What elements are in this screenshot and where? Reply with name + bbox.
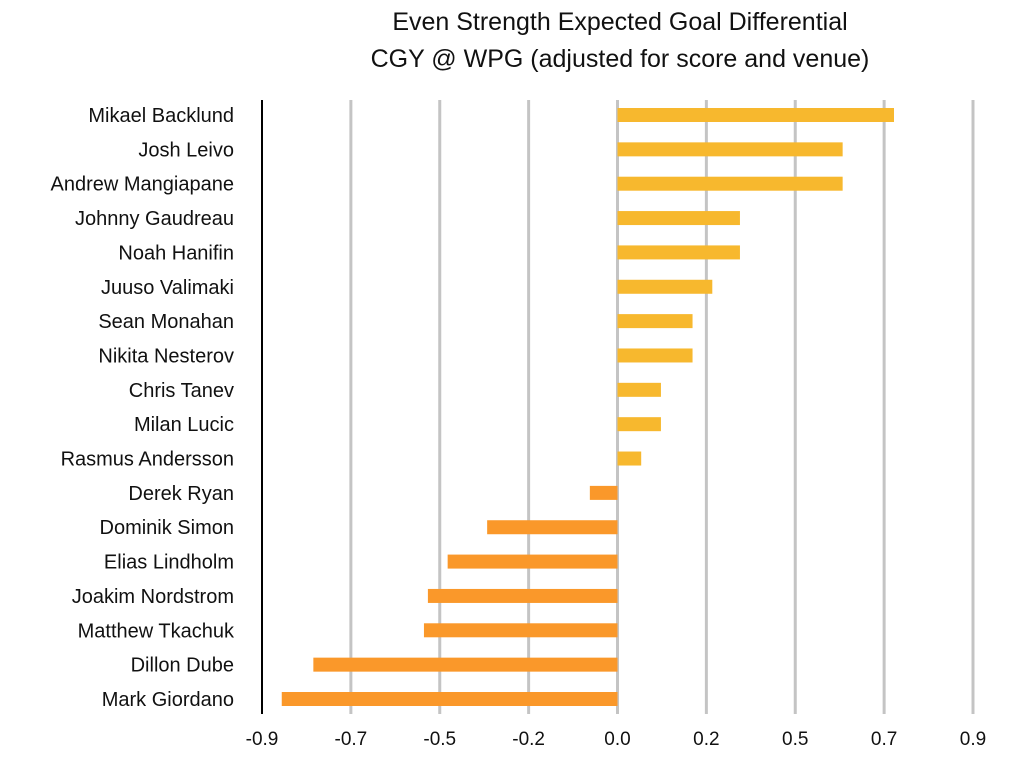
bar	[617, 176, 843, 191]
x-tick-label: -0.9	[246, 729, 279, 750]
category-label: Sean Monahan	[98, 311, 234, 333]
bar	[589, 485, 618, 500]
category-label: Elias Lindholm	[104, 552, 234, 574]
category-label: Matthew Tkachuk	[78, 620, 235, 642]
bar	[617, 108, 894, 122]
category-label: Mikael Backlund	[88, 105, 234, 127]
category-label: Dillon Dube	[131, 655, 234, 677]
bar	[617, 211, 740, 226]
bar	[617, 451, 642, 466]
bar	[617, 142, 843, 157]
bar	[447, 554, 618, 569]
bar	[617, 314, 693, 329]
x-tick-labels: -0.9 -0.7 -0.5 -0.2 0.0 0.2 0.5 0.7 0.9	[246, 729, 987, 750]
bar	[487, 520, 618, 535]
category-label: Milan Lucic	[134, 414, 234, 436]
bar	[617, 417, 661, 432]
gridlines	[349, 100, 975, 714]
category-label: Andrew Mangiapane	[51, 174, 234, 196]
bar	[313, 657, 618, 672]
category-label: Mark Giordano	[102, 689, 234, 711]
bar	[617, 279, 713, 294]
chart-subtitle: CGY @ WPG (adjusted for score and venue)	[371, 45, 870, 73]
x-tick-label: 0.2	[693, 729, 719, 750]
category-label: Josh Leivo	[138, 139, 234, 161]
category-label: Chris Tanev	[129, 380, 234, 402]
category-labels: Mikael Backlund Josh Leivo Andrew Mangiapa…	[51, 105, 235, 711]
bar	[617, 382, 661, 397]
category-label: Nikita Nesterov	[98, 345, 234, 367]
category-label: Rasmus Andersson	[61, 449, 234, 471]
bar	[427, 588, 618, 603]
x-tick-label: -0.5	[423, 729, 456, 750]
category-label: Juuso Valimaki	[101, 277, 234, 299]
x-tick-label: 0.9	[960, 729, 986, 750]
bar	[423, 623, 618, 638]
bar	[281, 692, 618, 706]
category-label: Johnny Gaudreau	[75, 208, 234, 230]
chart-title: Even Strength Expected Goal Differential	[392, 8, 847, 36]
x-tick-label: -0.2	[512, 729, 545, 750]
x-tick-label: 0.5	[782, 729, 808, 750]
x-tick-label: -0.7	[335, 729, 368, 750]
category-label: Joakim Nordstrom	[72, 586, 234, 608]
x-tick-label: 0.0	[604, 729, 630, 750]
category-label: Derek Ryan	[128, 483, 234, 505]
bars	[281, 108, 894, 706]
x-tick-label: 0.7	[871, 729, 897, 750]
bar	[617, 348, 693, 363]
category-label: Dominik Simon	[100, 517, 234, 539]
bar	[617, 245, 740, 260]
category-label: Noah Hanifin	[118, 242, 234, 264]
